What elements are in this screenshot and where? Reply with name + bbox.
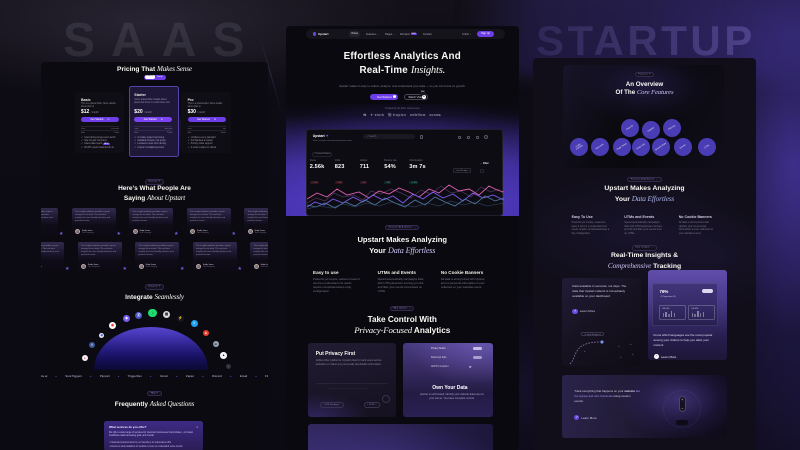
svg-text:+: + <box>630 342 632 346</box>
svg-text:+: + <box>632 352 634 356</box>
svg-text:+: + <box>584 349 586 353</box>
svg-text:+: + <box>620 355 622 359</box>
svg-text:+: + <box>618 344 620 348</box>
